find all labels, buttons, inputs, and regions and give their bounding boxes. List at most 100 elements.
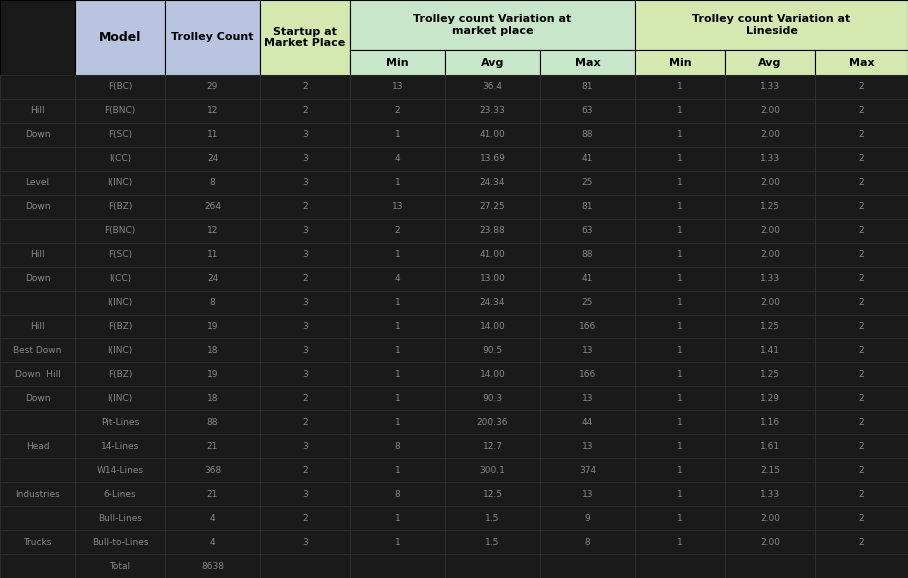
Text: 2.00: 2.00: [760, 226, 780, 235]
Bar: [445, 506, 540, 530]
Text: 1: 1: [677, 418, 683, 427]
Bar: [540, 99, 635, 123]
Bar: [815, 218, 908, 243]
Bar: [725, 314, 815, 339]
Text: 2: 2: [302, 466, 308, 475]
Text: 41.00: 41.00: [479, 131, 506, 139]
Text: 2: 2: [859, 178, 864, 187]
Bar: [815, 243, 908, 266]
Text: Best Down: Best Down: [14, 346, 62, 355]
Text: 3: 3: [302, 131, 308, 139]
Bar: [260, 123, 350, 147]
Bar: [260, 195, 350, 218]
Bar: [0, 434, 75, 458]
Text: 24.34: 24.34: [479, 178, 505, 187]
Bar: [75, 147, 165, 171]
Bar: [815, 554, 908, 578]
Text: 1.33: 1.33: [760, 83, 780, 91]
Text: Bull-to-Lines: Bull-to-Lines: [92, 538, 148, 547]
Bar: [725, 339, 815, 362]
Text: 1: 1: [677, 514, 683, 523]
Text: Trolley Count: Trolley Count: [172, 32, 253, 43]
Text: 1: 1: [395, 131, 400, 139]
Bar: [260, 482, 350, 506]
Bar: [815, 314, 908, 339]
Text: 3: 3: [302, 226, 308, 235]
Bar: [635, 99, 725, 123]
Bar: [350, 434, 445, 458]
Bar: [635, 75, 725, 99]
Text: F(BNC): F(BNC): [104, 106, 135, 116]
Text: 2: 2: [859, 298, 864, 307]
Text: 1: 1: [395, 394, 400, 403]
Bar: [165, 554, 260, 578]
Text: 2: 2: [859, 226, 864, 235]
Bar: [350, 171, 445, 195]
Bar: [165, 195, 260, 218]
Bar: [540, 554, 635, 578]
Bar: [350, 99, 445, 123]
Text: 3: 3: [302, 538, 308, 547]
Bar: [540, 218, 635, 243]
Text: 3: 3: [302, 322, 308, 331]
Text: 1: 1: [677, 442, 683, 451]
Text: Trolley count Variation at
market place: Trolley count Variation at market place: [413, 14, 572, 36]
Bar: [260, 434, 350, 458]
Bar: [445, 482, 540, 506]
Bar: [350, 147, 445, 171]
Bar: [725, 195, 815, 218]
Bar: [75, 243, 165, 266]
Bar: [260, 530, 350, 554]
Bar: [0, 410, 75, 434]
Text: 2.00: 2.00: [760, 538, 780, 547]
Bar: [725, 530, 815, 554]
Bar: [350, 243, 445, 266]
Text: Down: Down: [25, 394, 50, 403]
Bar: [540, 482, 635, 506]
Bar: [260, 410, 350, 434]
Text: Min: Min: [668, 57, 691, 68]
Text: 1: 1: [677, 226, 683, 235]
Text: Max: Max: [575, 57, 600, 68]
Text: I(INC): I(INC): [107, 346, 133, 355]
Bar: [815, 506, 908, 530]
Bar: [350, 195, 445, 218]
Text: 13: 13: [582, 346, 593, 355]
Text: 81: 81: [582, 202, 593, 211]
Text: 1.25: 1.25: [760, 322, 780, 331]
Bar: [445, 314, 540, 339]
Bar: [725, 554, 815, 578]
Text: F(BZ): F(BZ): [108, 202, 133, 211]
Bar: [75, 554, 165, 578]
Text: 3: 3: [302, 154, 308, 164]
Text: 2.00: 2.00: [760, 514, 780, 523]
Bar: [815, 50, 908, 75]
Bar: [350, 362, 445, 386]
Text: 13: 13: [582, 394, 593, 403]
Text: 2: 2: [395, 226, 400, 235]
Text: 4: 4: [395, 274, 400, 283]
Bar: [165, 171, 260, 195]
Bar: [445, 195, 540, 218]
Bar: [815, 386, 908, 410]
Bar: [635, 482, 725, 506]
Bar: [445, 147, 540, 171]
Bar: [350, 218, 445, 243]
Text: 13: 13: [391, 202, 403, 211]
Bar: [540, 458, 635, 482]
Bar: [445, 530, 540, 554]
Bar: [75, 339, 165, 362]
Bar: [0, 195, 75, 218]
Bar: [165, 243, 260, 266]
Bar: [445, 123, 540, 147]
Text: 3: 3: [302, 370, 308, 379]
Text: 1: 1: [395, 370, 400, 379]
Text: 3: 3: [302, 178, 308, 187]
Text: 2: 2: [859, 490, 864, 499]
Text: 23.88: 23.88: [479, 226, 506, 235]
Bar: [445, 291, 540, 314]
Text: 1: 1: [677, 250, 683, 259]
Text: 81: 81: [582, 83, 593, 91]
Bar: [0, 530, 75, 554]
Text: 4: 4: [210, 514, 215, 523]
